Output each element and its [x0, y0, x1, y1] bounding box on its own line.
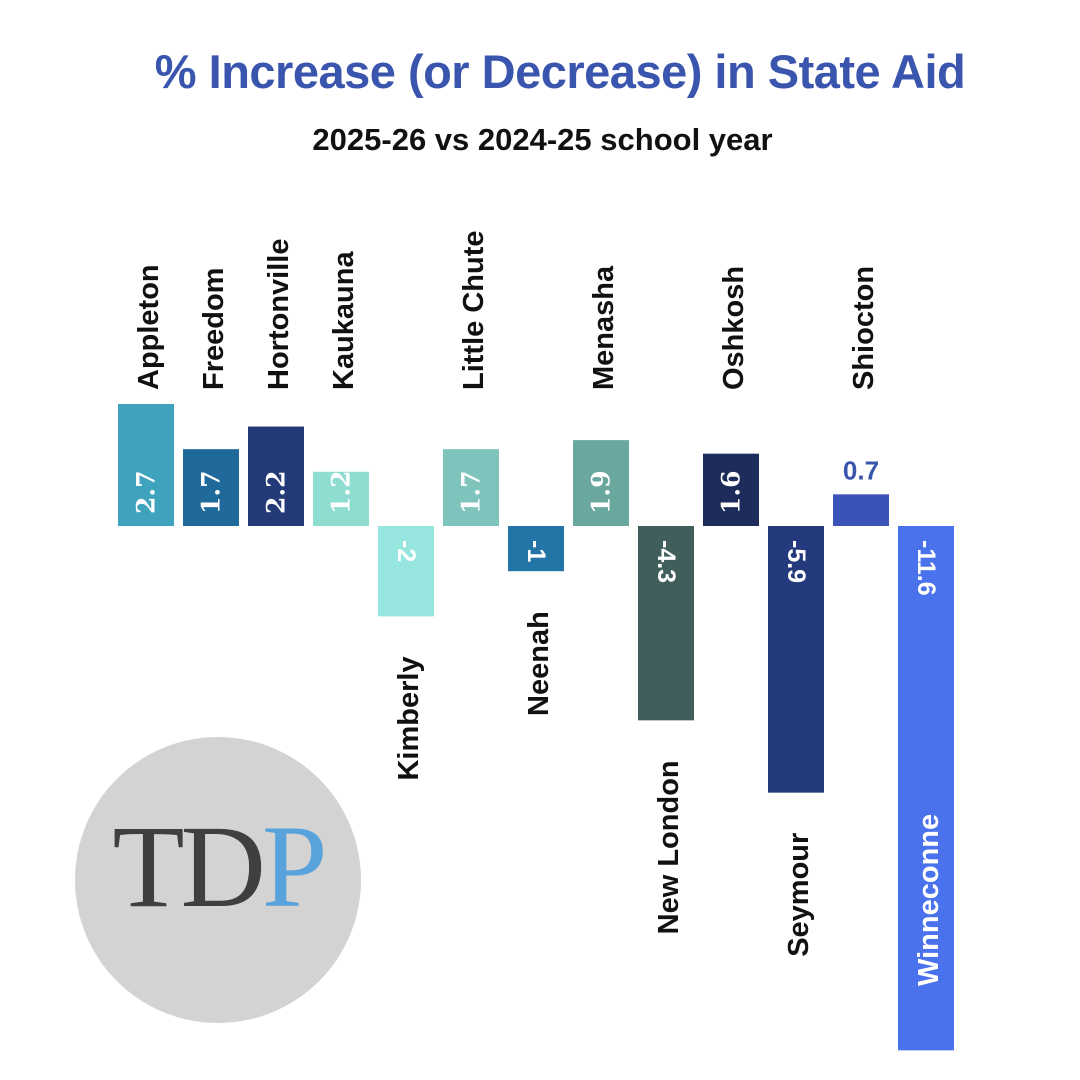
category-label: Neenah: [523, 611, 555, 716]
category-label: Shiocton: [848, 266, 880, 390]
bar-oshkosh: [703, 453, 759, 526]
value-label: -5.9: [782, 540, 810, 583]
category-label: Kimberly: [393, 656, 425, 780]
value-label: -11.6: [912, 540, 940, 596]
bar-neenah: [508, 526, 564, 572]
value-label: 1.9: [587, 471, 616, 515]
category-label: Seymour: [783, 833, 815, 957]
bar-little-chute: [443, 449, 499, 526]
chart-title: % Increase (or Decrease) in State Aid: [154, 45, 966, 98]
bar-shiocton: [833, 494, 889, 526]
bar-kaukauna: [313, 471, 369, 526]
bar-appleton: [118, 403, 174, 526]
value-label: 0.7: [843, 455, 879, 485]
value-label: 1.2: [327, 471, 356, 515]
bar-hortonville: [248, 426, 304, 526]
tdp-logo: TDP: [75, 737, 361, 1023]
category-label: New London: [653, 760, 685, 934]
category-label: Hortonville: [263, 239, 295, 390]
value-label: 1.7: [457, 471, 486, 515]
value-label: 2.7: [132, 471, 161, 515]
value-label: 2.2: [262, 471, 291, 515]
category-label: Little Chute: [458, 231, 490, 391]
value-label: -1: [522, 540, 550, 562]
bar-winneconne: [898, 526, 954, 1051]
value-label: -4.3: [652, 540, 680, 583]
value-label: 1.7: [197, 471, 226, 515]
chart-subtitle: 2025-26 vs 2024-25 school year: [312, 122, 773, 157]
bar-seymour: [768, 526, 824, 793]
category-label: Winneconne: [913, 814, 945, 986]
bar-freedom: [183, 449, 239, 526]
category-label: Menasha: [588, 265, 620, 390]
bar-menasha: [573, 440, 629, 526]
category-label: Freedom: [198, 268, 230, 390]
logo-text: TDP: [75, 799, 361, 935]
category-label: Kaukauna: [328, 251, 360, 390]
category-label: Appleton: [133, 264, 165, 390]
value-label: -2: [392, 540, 420, 562]
value-label: 1.6: [717, 471, 746, 515]
logo-text-td: TD: [112, 801, 266, 932]
bar-kimberly: [378, 526, 434, 617]
bar-new-london: [638, 526, 694, 721]
logo-text-p: P: [261, 801, 328, 932]
category-label: Oshkosh: [718, 266, 750, 390]
